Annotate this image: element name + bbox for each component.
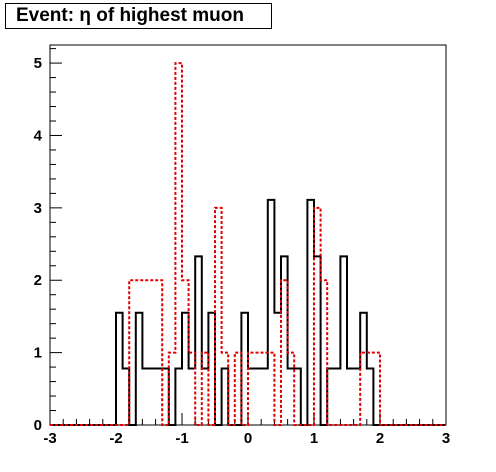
- x-tick-label: -2: [109, 430, 122, 447]
- x-tick-label: -3: [43, 430, 56, 447]
- chart-title: Event: η of highest muon: [16, 5, 244, 26]
- y-axis: 0 1 2 3 4 5: [34, 48, 62, 434]
- y-tick-label: 1: [34, 345, 42, 362]
- y-tick-label: 5: [34, 55, 42, 72]
- y-tick-label: 2: [34, 272, 42, 289]
- y-tick-label: 4: [34, 127, 43, 144]
- x-tick-label: 1: [310, 430, 318, 447]
- x-tick-label: -1: [175, 430, 188, 447]
- x-tick-label: 3: [442, 430, 450, 447]
- chart-title-box: Event: η of highest muon: [5, 3, 272, 29]
- x-axis: -3 -2 -1 0 1 2 3: [43, 413, 450, 447]
- y-tick-label: 3: [34, 200, 42, 217]
- y-tick-label: 0: [34, 417, 42, 434]
- x-tick-label: 0: [244, 430, 252, 447]
- series-layer: [50, 62, 446, 426]
- x-tick-label: 2: [376, 430, 384, 447]
- histogram-series-1: [50, 198, 446, 426]
- histogram-series-2: [50, 62, 446, 426]
